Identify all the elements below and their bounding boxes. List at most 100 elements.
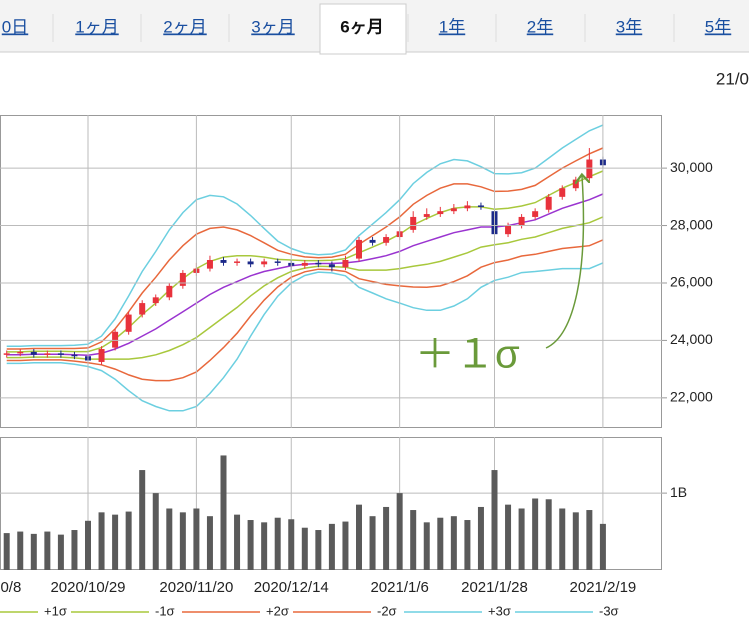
candle-body <box>423 214 430 217</box>
candle-body <box>206 260 213 269</box>
band-line <box>6 147 604 350</box>
band-line <box>6 239 604 382</box>
candle-body <box>152 297 159 304</box>
volume-bar <box>234 514 241 570</box>
y-tick-label: 22,000 <box>670 389 713 405</box>
volume-bar <box>356 504 362 570</box>
candle-body <box>450 208 457 212</box>
candle-body <box>71 354 78 357</box>
legend-label: +1σ <box>44 603 67 618</box>
candle-body <box>586 159 593 179</box>
x-tick-label: 2021/1/6 <box>370 579 428 596</box>
volume-bar <box>410 510 417 570</box>
volume-bar <box>193 508 200 570</box>
candle-body <box>30 351 37 355</box>
candle-body <box>518 216 525 226</box>
volume-bar <box>342 521 349 570</box>
volume-bar <box>17 531 24 570</box>
volume-bar <box>423 522 430 570</box>
candle-body <box>44 353 51 355</box>
volume-bar <box>44 531 51 570</box>
band-line <box>6 262 604 412</box>
volume-bar <box>57 534 64 570</box>
tab[interactable]: 5年 <box>705 17 731 36</box>
volume-bar <box>166 508 173 570</box>
candle-body <box>125 314 132 332</box>
tab[interactable]: 2年 <box>527 17 553 36</box>
candle-body <box>139 303 146 315</box>
candle-body <box>17 351 24 354</box>
date-header: 21/0 <box>716 69 749 88</box>
tab[interactable]: 1ヶ月 <box>75 17 118 36</box>
annotation: ＋１σ <box>415 333 520 377</box>
volume-bar <box>450 516 457 570</box>
legend-label: +3σ <box>488 603 511 618</box>
candle-body <box>261 261 268 265</box>
volume-bar <box>206 516 213 570</box>
volume-bar <box>369 516 376 570</box>
x-tick-label: 2021/2/19 <box>570 579 637 596</box>
volume-bar <box>301 527 308 570</box>
candle-body <box>545 196 552 210</box>
candle-body <box>572 179 579 189</box>
annotation-arrow <box>545 176 583 349</box>
candle-body <box>505 225 512 235</box>
candle-body <box>328 264 335 268</box>
legend-label: -2σ <box>377 603 397 618</box>
candle-body <box>179 272 186 286</box>
volume-bar <box>532 498 539 570</box>
price-plot <box>3 124 606 412</box>
volume-bar <box>586 510 593 570</box>
candle-body <box>369 239 376 243</box>
volume-bar <box>30 533 37 570</box>
volume-bar <box>396 493 403 570</box>
volume-bar <box>71 530 78 570</box>
candle-body <box>437 211 444 215</box>
x-tick-label: 2020/10/29 <box>50 579 125 596</box>
volume-bar <box>315 530 322 570</box>
volume-bar <box>464 520 471 570</box>
tabs: 0日 1ヶ月 2ヶ月 3ヶ月 6ヶ月 1年 2年 3年 5年 <box>2 3 731 55</box>
volume-bar <box>247 520 254 570</box>
tab[interactable]: 1年 <box>439 17 465 36</box>
volume-bar <box>328 523 335 570</box>
tab[interactable]: 2ヶ月 <box>163 17 206 36</box>
candle-body <box>3 353 10 355</box>
volume-bar <box>288 519 295 570</box>
volume-bar <box>477 506 484 570</box>
volume-bar <box>518 508 525 570</box>
volume-bar <box>572 512 579 570</box>
y-tick-label: 26,000 <box>670 274 713 290</box>
tab[interactable]: 3ヶ月 <box>251 17 294 36</box>
candle-body <box>166 285 173 298</box>
candle-body <box>532 211 539 217</box>
volume-bar <box>85 520 91 570</box>
volume-bar <box>383 506 390 570</box>
candle-body <box>220 260 227 263</box>
y-tick-label: 28,000 <box>670 216 713 232</box>
volume-bar <box>112 514 119 570</box>
volume-bar <box>220 455 227 570</box>
x-tick-label: 2020/11/20 <box>159 579 233 596</box>
volume-bar <box>3 533 10 570</box>
volume-bar <box>437 517 444 570</box>
candle-body <box>342 260 349 268</box>
volume-bar <box>505 504 512 570</box>
candle-body <box>57 353 64 355</box>
candle-body <box>247 261 254 265</box>
axes: 22,000 24,000 26,000 28,000 30,000 1B 10/8 2020… <box>0 115 713 618</box>
y-tick-label: 30,000 <box>670 159 713 175</box>
candle-body <box>383 237 390 243</box>
candle-body <box>477 205 484 207</box>
candle-body <box>301 262 308 266</box>
legend-label: -3σ <box>599 603 619 618</box>
tab[interactable]: 3年 <box>616 17 642 36</box>
tab[interactable]: 0日 <box>2 17 28 36</box>
volume-bar <box>139 470 146 570</box>
x-tick-label: 10/8 <box>0 579 21 596</box>
volume-bar <box>261 522 268 570</box>
tab[interactable]: 6ヶ月 <box>340 17 383 36</box>
legend-label: -1σ <box>155 603 175 618</box>
x-tick-label: 2021/1/28 <box>461 579 528 596</box>
